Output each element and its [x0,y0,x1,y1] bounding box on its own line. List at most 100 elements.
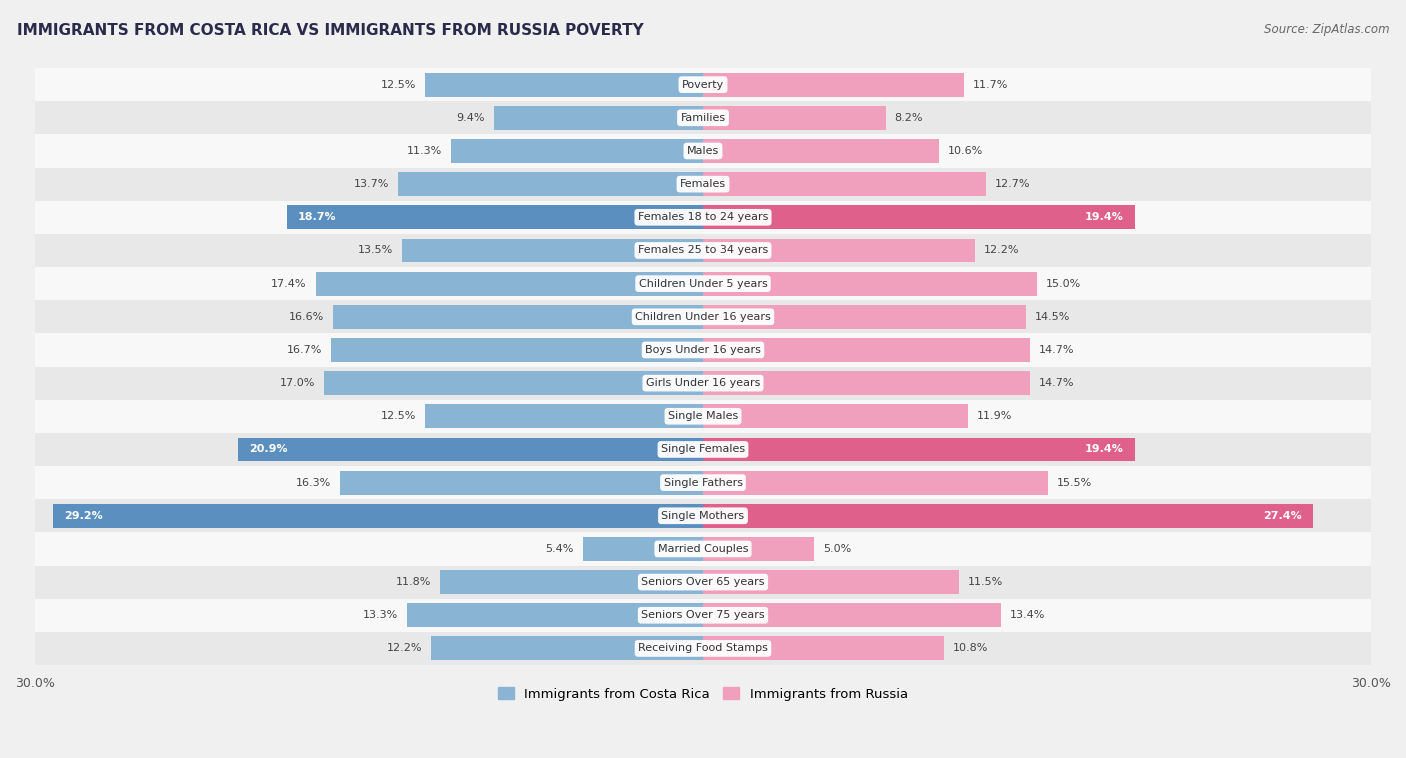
Text: 11.9%: 11.9% [977,412,1012,421]
Bar [703,570,959,594]
Text: 17.4%: 17.4% [271,279,307,289]
Bar [35,565,1371,599]
Text: 16.6%: 16.6% [290,312,325,322]
Bar [703,172,986,196]
Bar [35,367,1371,399]
Text: 20.9%: 20.9% [249,444,287,455]
Bar [703,437,1135,462]
Bar [287,205,703,229]
Text: 12.7%: 12.7% [994,179,1031,190]
Text: 11.5%: 11.5% [967,577,1004,587]
Bar [35,532,1371,565]
Text: 9.4%: 9.4% [457,113,485,123]
Text: 27.4%: 27.4% [1263,511,1302,521]
Text: 5.0%: 5.0% [824,544,852,554]
Text: Source: ZipAtlas.com: Source: ZipAtlas.com [1264,23,1389,36]
Text: 11.8%: 11.8% [396,577,432,587]
Text: Seniors Over 75 years: Seniors Over 75 years [641,610,765,620]
Bar [35,267,1371,300]
Bar [582,537,703,561]
Text: 10.6%: 10.6% [948,146,983,156]
Bar [35,234,1371,267]
Text: Children Under 16 years: Children Under 16 years [636,312,770,322]
Text: 14.7%: 14.7% [1039,378,1074,388]
Text: Females 18 to 24 years: Females 18 to 24 years [638,212,768,222]
Text: 11.7%: 11.7% [973,80,1008,89]
Bar [35,500,1371,532]
Text: Seniors Over 65 years: Seniors Over 65 years [641,577,765,587]
Text: Married Couples: Married Couples [658,544,748,554]
Bar [703,73,963,96]
Bar [35,201,1371,234]
Text: 12.2%: 12.2% [387,644,422,653]
Text: 29.2%: 29.2% [63,511,103,521]
Bar [494,106,703,130]
Legend: Immigrants from Costa Rica, Immigrants from Russia: Immigrants from Costa Rica, Immigrants f… [492,682,914,706]
Bar [238,437,703,462]
Bar [703,205,1135,229]
Bar [315,271,703,296]
Bar [35,399,1371,433]
Text: Single Mothers: Single Mothers [661,511,745,521]
Text: 13.4%: 13.4% [1011,610,1046,620]
Text: 11.3%: 11.3% [408,146,443,156]
Bar [703,139,939,163]
Bar [35,300,1371,334]
Text: Families: Families [681,113,725,123]
Bar [35,632,1371,665]
Bar [703,271,1038,296]
Text: 13.5%: 13.5% [359,246,394,255]
Text: 12.2%: 12.2% [984,246,1019,255]
Text: 16.7%: 16.7% [287,345,322,355]
Bar [398,172,703,196]
Bar [703,537,814,561]
Text: 16.3%: 16.3% [295,478,330,487]
Text: Poverty: Poverty [682,80,724,89]
Text: 10.8%: 10.8% [952,644,988,653]
Bar [703,305,1026,329]
Text: 14.7%: 14.7% [1039,345,1074,355]
Bar [333,305,703,329]
Text: Girls Under 16 years: Girls Under 16 years [645,378,761,388]
Bar [703,603,1001,627]
Bar [440,570,703,594]
Text: 18.7%: 18.7% [298,212,336,222]
Text: Children Under 5 years: Children Under 5 years [638,279,768,289]
Bar [703,371,1031,395]
Bar [432,637,703,660]
Text: 19.4%: 19.4% [1085,444,1123,455]
Text: 13.3%: 13.3% [363,610,398,620]
Bar [703,471,1047,494]
Bar [35,466,1371,500]
Text: Single Fathers: Single Fathers [664,478,742,487]
Bar [330,338,703,362]
Text: 19.4%: 19.4% [1085,212,1123,222]
Text: Receiving Food Stamps: Receiving Food Stamps [638,644,768,653]
Bar [703,504,1313,528]
Text: 17.0%: 17.0% [280,378,315,388]
Text: 14.5%: 14.5% [1035,312,1070,322]
Bar [35,168,1371,201]
Bar [35,68,1371,102]
Bar [703,637,943,660]
Text: 8.2%: 8.2% [894,113,922,123]
Text: 15.0%: 15.0% [1046,279,1081,289]
Bar [35,433,1371,466]
Bar [35,599,1371,632]
Text: 12.5%: 12.5% [381,412,416,421]
Text: IMMIGRANTS FROM COSTA RICA VS IMMIGRANTS FROM RUSSIA POVERTY: IMMIGRANTS FROM COSTA RICA VS IMMIGRANTS… [17,23,644,38]
Text: 5.4%: 5.4% [546,544,574,554]
Bar [35,134,1371,168]
Text: Females 25 to 34 years: Females 25 to 34 years [638,246,768,255]
Text: Males: Males [688,146,718,156]
Bar [340,471,703,494]
Text: Boys Under 16 years: Boys Under 16 years [645,345,761,355]
Bar [703,239,974,262]
Bar [35,102,1371,134]
Bar [703,106,886,130]
Bar [451,139,703,163]
Bar [402,239,703,262]
Bar [425,73,703,96]
Bar [425,404,703,428]
Text: 12.5%: 12.5% [381,80,416,89]
